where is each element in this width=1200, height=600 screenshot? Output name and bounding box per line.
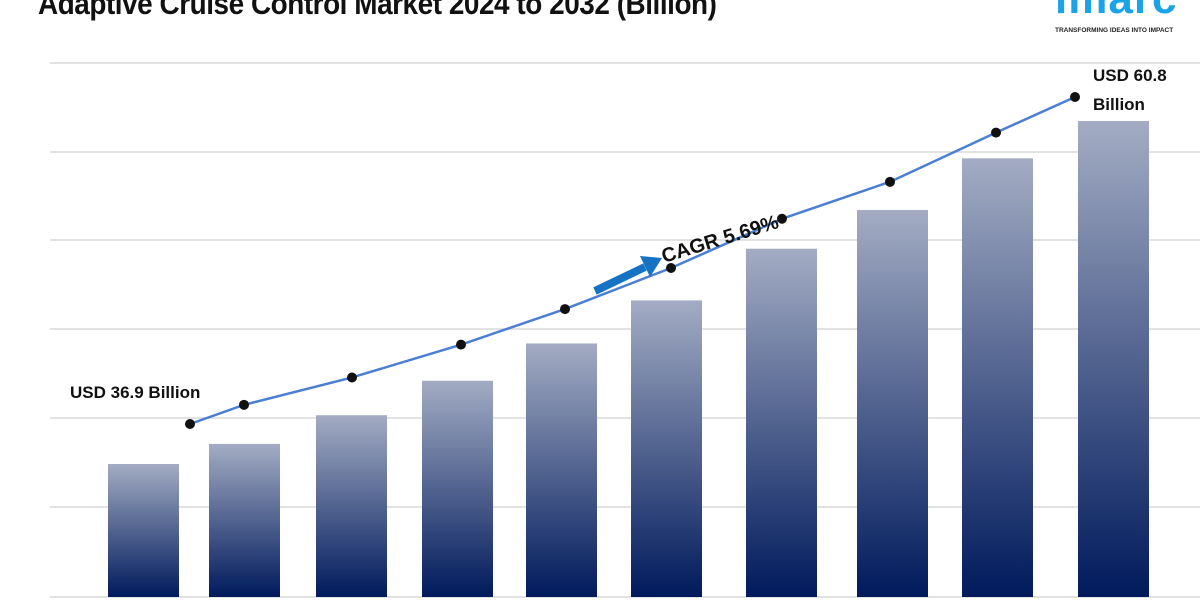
- trend-point: [185, 419, 195, 429]
- trend-point: [885, 176, 895, 187]
- bar: [1078, 121, 1149, 597]
- bar: [631, 300, 702, 597]
- imarc-logo: imarc TRANSFORMING IDEAS INTO IMPACT: [1055, 0, 1200, 35]
- trend-line: [189, 95, 1076, 426]
- chart-title: Adaptive Cruise Control Market 2024 to 2…: [38, 0, 717, 21]
- trend-point: [456, 339, 466, 350]
- cagr-arrow-icon: [593, 256, 662, 295]
- logo-word: imarc: [1055, 0, 1200, 24]
- bar: [422, 380, 493, 597]
- bar: [108, 464, 179, 597]
- trend-point: [777, 213, 787, 224]
- trend-point: [991, 127, 1001, 138]
- bar: [316, 415, 387, 597]
- trend-point: [347, 372, 357, 383]
- trend-point: [1070, 92, 1080, 102]
- start-value-label: USD 36.9 Billion: [70, 383, 200, 402]
- trend-point: [239, 399, 249, 410]
- bar: [962, 158, 1033, 597]
- bar: [857, 209, 928, 598]
- logo-tagline: TRANSFORMING IDEAS INTO IMPACT: [1055, 27, 1174, 34]
- bar: [746, 248, 817, 597]
- trend-point: [560, 304, 570, 315]
- end-value-label-line1: USD 60.8: [1093, 66, 1167, 85]
- end-value-label-line2: Billion: [1093, 95, 1145, 114]
- trend-point: [666, 263, 676, 274]
- bar: [209, 443, 280, 597]
- bar: [526, 343, 597, 597]
